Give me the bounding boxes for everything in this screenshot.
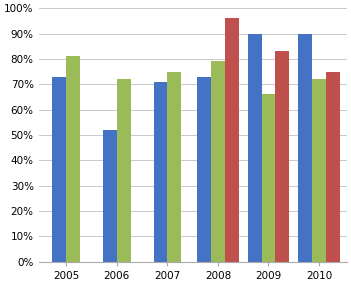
Bar bbox=[248, 34, 261, 262]
Bar bbox=[211, 62, 225, 262]
Bar bbox=[326, 72, 340, 262]
Bar bbox=[52, 77, 66, 262]
Bar bbox=[312, 79, 326, 262]
Bar bbox=[167, 72, 181, 262]
Bar bbox=[117, 79, 131, 262]
Bar bbox=[261, 94, 276, 262]
Bar bbox=[103, 130, 117, 262]
Bar bbox=[276, 51, 289, 262]
Bar bbox=[225, 18, 239, 262]
Bar bbox=[153, 82, 167, 262]
Bar bbox=[66, 56, 80, 262]
Bar bbox=[197, 77, 211, 262]
Bar bbox=[298, 34, 312, 262]
